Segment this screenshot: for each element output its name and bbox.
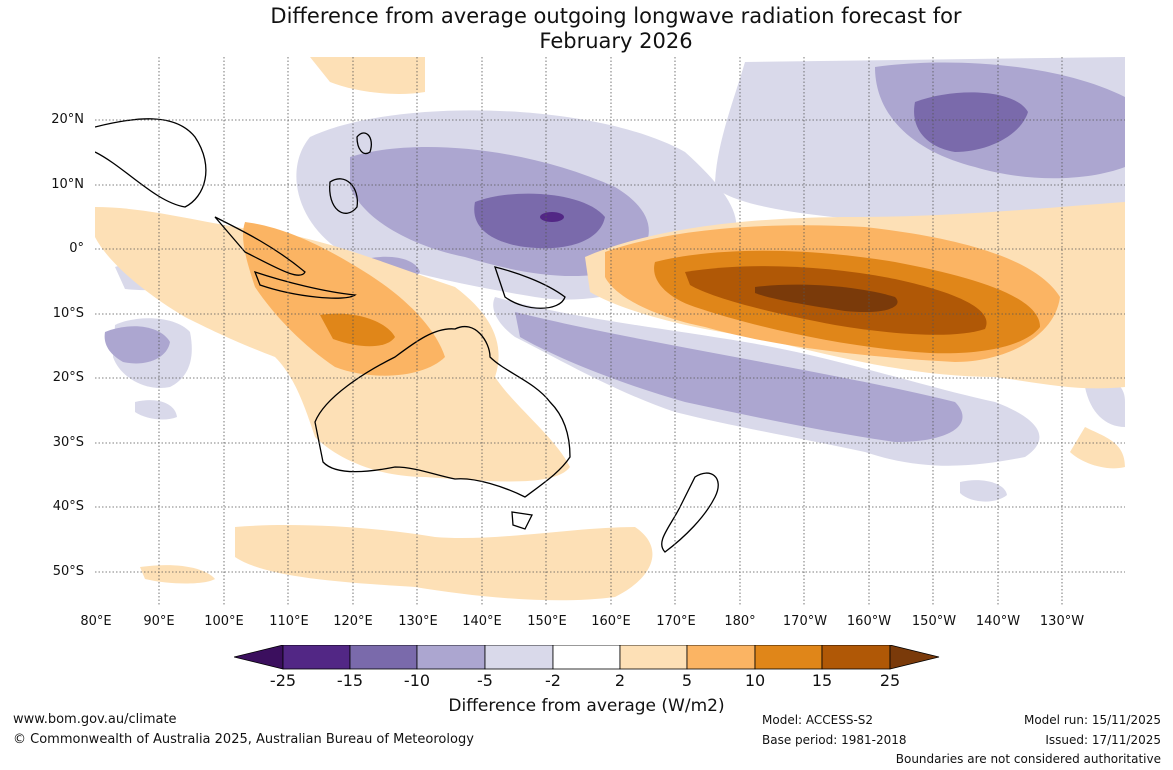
colorbar-label: Difference from average (W/m2) [448, 696, 725, 716]
lat-label-20s: 20°S [52, 370, 84, 385]
gridlines [95, 57, 1125, 605]
olr-anomaly-map [95, 57, 1125, 605]
colorbar-swatch-1 [282, 644, 351, 670]
lon-label-120e: 120°E [333, 614, 373, 629]
footer-base-period: Base period: 1981-2018 [762, 733, 907, 747]
colorbar-swatch-6 [619, 644, 688, 670]
colorbar-tick: -10 [403, 671, 431, 690]
title-line-2: February 2026 [539, 29, 693, 53]
lat-label-30s: 30°S [52, 435, 84, 450]
lon-label-180: 180° [724, 614, 756, 629]
colorbar-swatch-7 [686, 644, 756, 670]
colorbar [233, 644, 940, 677]
lat-label-40s: 40°S [52, 499, 84, 514]
colorbar-tick: 10 [744, 671, 766, 690]
lon-label-100e: 100°E [204, 614, 244, 629]
footer-copyright: © Commonwealth of Australia 2025, Austra… [13, 732, 474, 747]
lat-label-20n: 20°N [51, 112, 84, 127]
colorbar-tick: 2 [614, 671, 626, 690]
colorbar-swatch-9 [821, 644, 891, 670]
lon-label-130e: 130°E [398, 614, 438, 629]
map-canvas [95, 57, 1125, 605]
lat-label-0: 0° [69, 241, 84, 256]
lon-label-160e: 160°E [591, 614, 631, 629]
colorbar-extend-high [889, 644, 940, 670]
colorbar-tick: 5 [681, 671, 693, 690]
lon-label-80e: 80°E [80, 614, 112, 629]
anomaly-extreme-orange [755, 284, 898, 313]
colorbar-tick: -5 [477, 671, 493, 690]
lon-label-130w: 130°W [1039, 614, 1085, 629]
coastlines [95, 118, 719, 553]
lat-label-50s: 50°S [52, 564, 84, 579]
lat-label-10n: 10°N [51, 177, 84, 192]
lon-label-170e: 170°E [656, 614, 696, 629]
colorbar-tick: 25 [879, 671, 901, 690]
colorbar-tick: -25 [269, 671, 297, 690]
lon-label-150w: 150°W [911, 614, 957, 629]
colorbar-swatch-4 [484, 644, 554, 670]
colorbar-extend-low [233, 644, 284, 670]
map-title: Difference from average outgoing longwav… [0, 4, 1173, 54]
footer-model-run: Model run: 15/11/2025 [1023, 713, 1161, 727]
footer-url: www.bom.gov.au/climate [13, 712, 177, 727]
anomaly-dark-purple [474, 92, 1028, 249]
colorbar-svg [233, 644, 940, 670]
title-line-1: Difference from average outgoing longwav… [270, 4, 962, 28]
lon-label-140w: 140°W [975, 614, 1021, 629]
colorbar-tick: 15 [811, 671, 833, 690]
colorbar-tick: -15 [336, 671, 364, 690]
colorbar-swatch-8 [754, 644, 823, 670]
lon-label-160w: 160°W [846, 614, 892, 629]
footer-issued: Issued: 17/11/2025 [1045, 733, 1161, 747]
lon-label-150e: 150°E [527, 614, 567, 629]
colorbar-tick: -2 [545, 671, 561, 690]
lon-label-140e: 140°E [462, 614, 502, 629]
anomaly-deepest-purple [540, 212, 564, 222]
lat-label-10s: 10°S [52, 306, 84, 321]
lon-label-110e: 110°E [269, 614, 309, 629]
lon-label-90e: 90°E [143, 614, 175, 629]
colorbar-swatch-2 [349, 644, 418, 670]
lon-label-170w: 170°W [782, 614, 828, 629]
footer-model: Model: ACCESS-S2 [762, 713, 874, 727]
colorbar-swatch-3 [416, 644, 486, 670]
colorbar-swatch-5 [552, 644, 621, 670]
footer-disclaimer: Boundaries are not considered authoritat… [895, 752, 1161, 766]
